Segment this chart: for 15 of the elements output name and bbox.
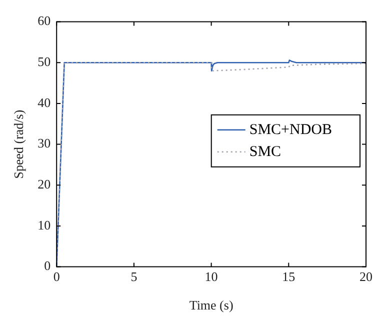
- y-tick-label: 30: [38, 136, 51, 151]
- y-tick-label: 50: [38, 54, 51, 70]
- legend-label: SMC: [249, 144, 282, 160]
- x-axis-title: Time (s): [189, 298, 234, 313]
- y-tick-label: 40: [38, 94, 51, 110]
- x-tick-label: 15: [282, 269, 296, 284]
- y-tick-label: 10: [38, 217, 51, 232]
- y-tick-label: 60: [38, 13, 51, 28]
- x-tick-label: 20: [360, 269, 372, 284]
- x-tick-label: 5: [130, 269, 138, 284]
- x-tick-label: 10: [204, 269, 218, 284]
- legend-label: SMC+NDOB: [249, 122, 332, 138]
- y-tick-label: 0: [44, 258, 51, 274]
- y-tick-label: 20: [38, 176, 51, 192]
- y-axis-title: Speed (rad/s): [11, 110, 26, 179]
